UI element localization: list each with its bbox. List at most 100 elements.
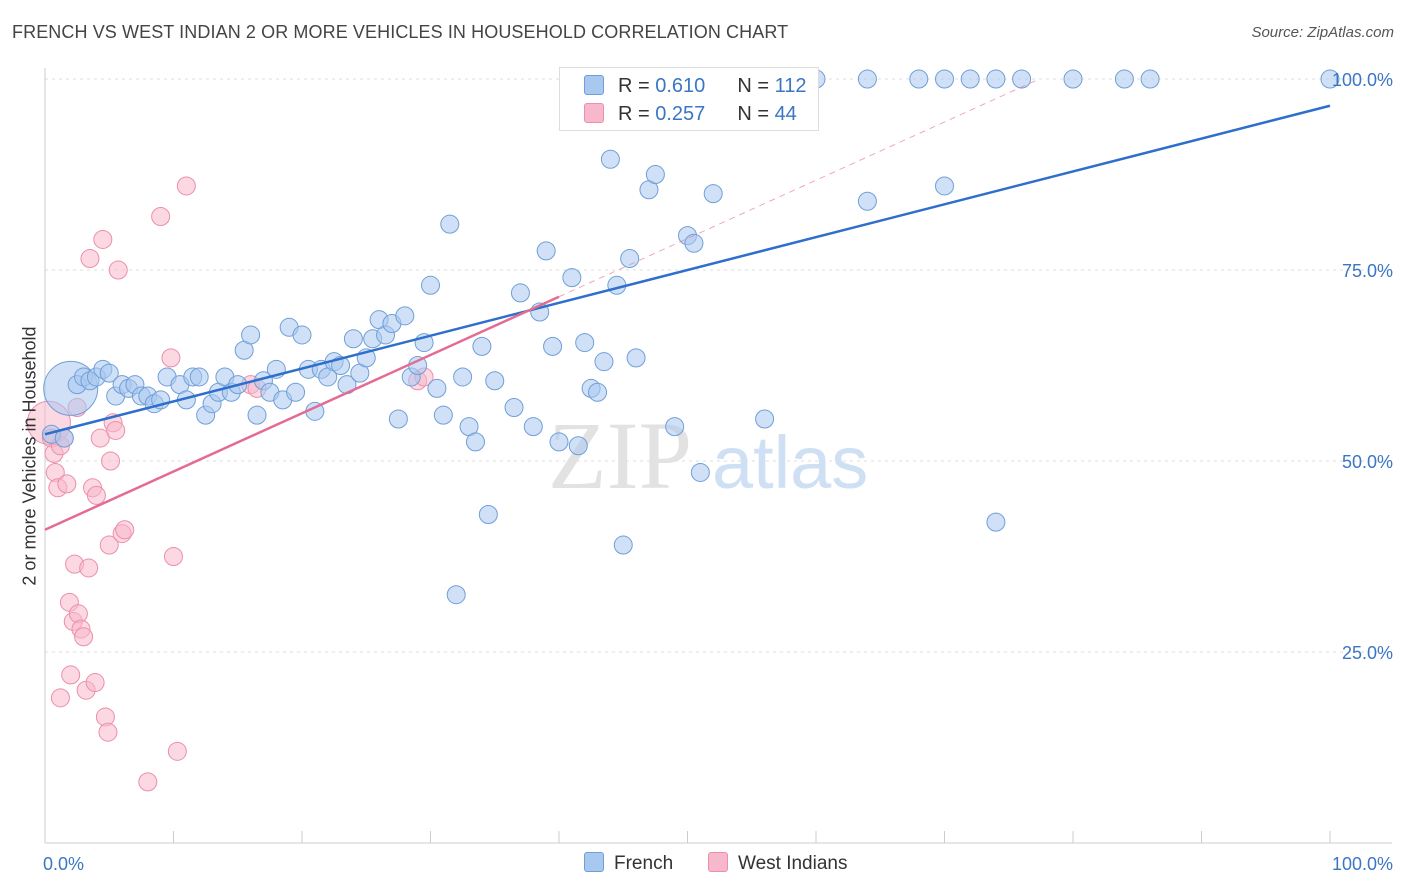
- french-point: [549, 432, 569, 452]
- y-tick-label: 25.0%: [1342, 643, 1393, 663]
- french-point: [485, 371, 505, 391]
- french-point: [433, 405, 453, 425]
- french-point: [523, 417, 543, 437]
- french-point: [510, 283, 530, 303]
- west-indians-point: [101, 451, 121, 471]
- french-n-label: N =: [737, 75, 775, 97]
- west-indians-trend-line: [44, 295, 560, 531]
- west-indians-point: [164, 547, 183, 566]
- trend-lines: [44, 78, 1331, 531]
- west-indians-point: [86, 485, 106, 505]
- french-points: [41, 69, 1340, 605]
- french-point: [427, 378, 447, 398]
- wi-legend-label: West Indians: [738, 853, 848, 874]
- west-indians-point: [167, 741, 187, 761]
- french-point: [446, 585, 466, 605]
- french-point: [247, 405, 267, 425]
- french-point: [986, 512, 1006, 532]
- french-point: [504, 398, 524, 418]
- french-point: [343, 329, 363, 349]
- french-point: [600, 149, 620, 169]
- west-indians-point: [85, 673, 105, 693]
- french-point: [1063, 69, 1083, 89]
- legend-row-west-indians: R = 0.257 N = 44: [584, 103, 797, 126]
- west-indians-point: [74, 627, 94, 647]
- french-point: [472, 336, 492, 356]
- grid-lines: [45, 78, 1392, 653]
- french-point: [568, 436, 588, 456]
- west-indians-points: [26, 176, 434, 792]
- french-point: [292, 325, 312, 345]
- chart-title: FRENCH VS WEST INDIAN 2 OR MORE VEHICLES…: [12, 22, 789, 42]
- french-point: [1320, 69, 1340, 89]
- french-point: [241, 325, 261, 345]
- french-point: [594, 352, 614, 372]
- french-point: [575, 333, 595, 353]
- french-point: [440, 214, 460, 234]
- wi-n-value: 44: [774, 103, 797, 125]
- french-point: [645, 165, 665, 184]
- french-point: [453, 367, 473, 387]
- french-point: [536, 241, 556, 261]
- west-indians-point: [108, 260, 128, 280]
- french-trend-line: [44, 104, 1331, 436]
- y-tick-label: 75.0%: [1342, 261, 1393, 281]
- y-tick-label: 100.0%: [1332, 70, 1393, 90]
- wi-r-label: R =: [618, 103, 656, 125]
- french-point: [388, 409, 408, 429]
- zipatlas-watermark: ZIP atlas: [548, 402, 868, 509]
- french-point: [1114, 69, 1134, 89]
- french-point: [588, 382, 608, 402]
- french-r-value: 0.610: [655, 75, 706, 97]
- french-point: [986, 69, 1006, 89]
- west-indians-point: [61, 665, 81, 685]
- french-point: [684, 233, 704, 253]
- french-swatch: [584, 75, 604, 95]
- x-tick-label-max: 100.0%: [1332, 854, 1393, 874]
- west-indians-point: [90, 428, 110, 448]
- french-point: [421, 275, 440, 295]
- wi-legend-swatch: [708, 852, 728, 872]
- tick-labels: 25.0% 50.0% 75.0% 100.0% 0.0% 100.0%: [43, 70, 1393, 874]
- west-indians-point: [176, 176, 196, 196]
- french-point: [189, 367, 209, 387]
- french-point: [478, 504, 498, 524]
- west-indians-point: [98, 722, 118, 742]
- west-indians-point: [99, 535, 119, 555]
- french-point: [286, 382, 306, 402]
- source-label: Source: ZipAtlas.com: [1251, 24, 1394, 41]
- french-point: [665, 417, 685, 437]
- wi-n-label: N =: [737, 103, 775, 125]
- french-point: [935, 176, 954, 196]
- y-axis-label: 2 or more Vehicles in Household: [19, 326, 40, 586]
- french-point: [465, 432, 485, 452]
- west-indians-point: [93, 229, 113, 249]
- french-point: [703, 184, 723, 204]
- french-point: [99, 363, 119, 383]
- french-point: [935, 69, 954, 89]
- french-point: [543, 336, 563, 356]
- french-point: [395, 306, 415, 326]
- french-n-value: 112: [774, 75, 807, 97]
- french-point: [960, 69, 980, 89]
- watermark-zip: ZIP: [548, 402, 692, 509]
- watermark-atlas: atlas: [712, 421, 868, 504]
- french-point: [613, 535, 633, 555]
- french-point: [562, 268, 582, 288]
- x-tick-label-min: 0.0%: [43, 854, 84, 874]
- legend-row-french: R = 0.610 N = 112: [584, 75, 806, 98]
- french-point: [857, 69, 877, 89]
- french-legend-swatch: [584, 852, 604, 872]
- french-r-label: R =: [618, 75, 656, 97]
- french-point: [1140, 69, 1160, 89]
- bottom-legend-west-indians: West Indians: [708, 852, 847, 875]
- west-indians-point: [57, 474, 77, 494]
- west-indians-point: [161, 348, 181, 368]
- french-point: [690, 462, 710, 482]
- wi-r-value: 0.257: [655, 103, 706, 125]
- y-tick-label: 50.0%: [1342, 452, 1393, 472]
- west-indians-point: [151, 207, 171, 227]
- french-point: [857, 191, 877, 211]
- french-point: [755, 409, 775, 429]
